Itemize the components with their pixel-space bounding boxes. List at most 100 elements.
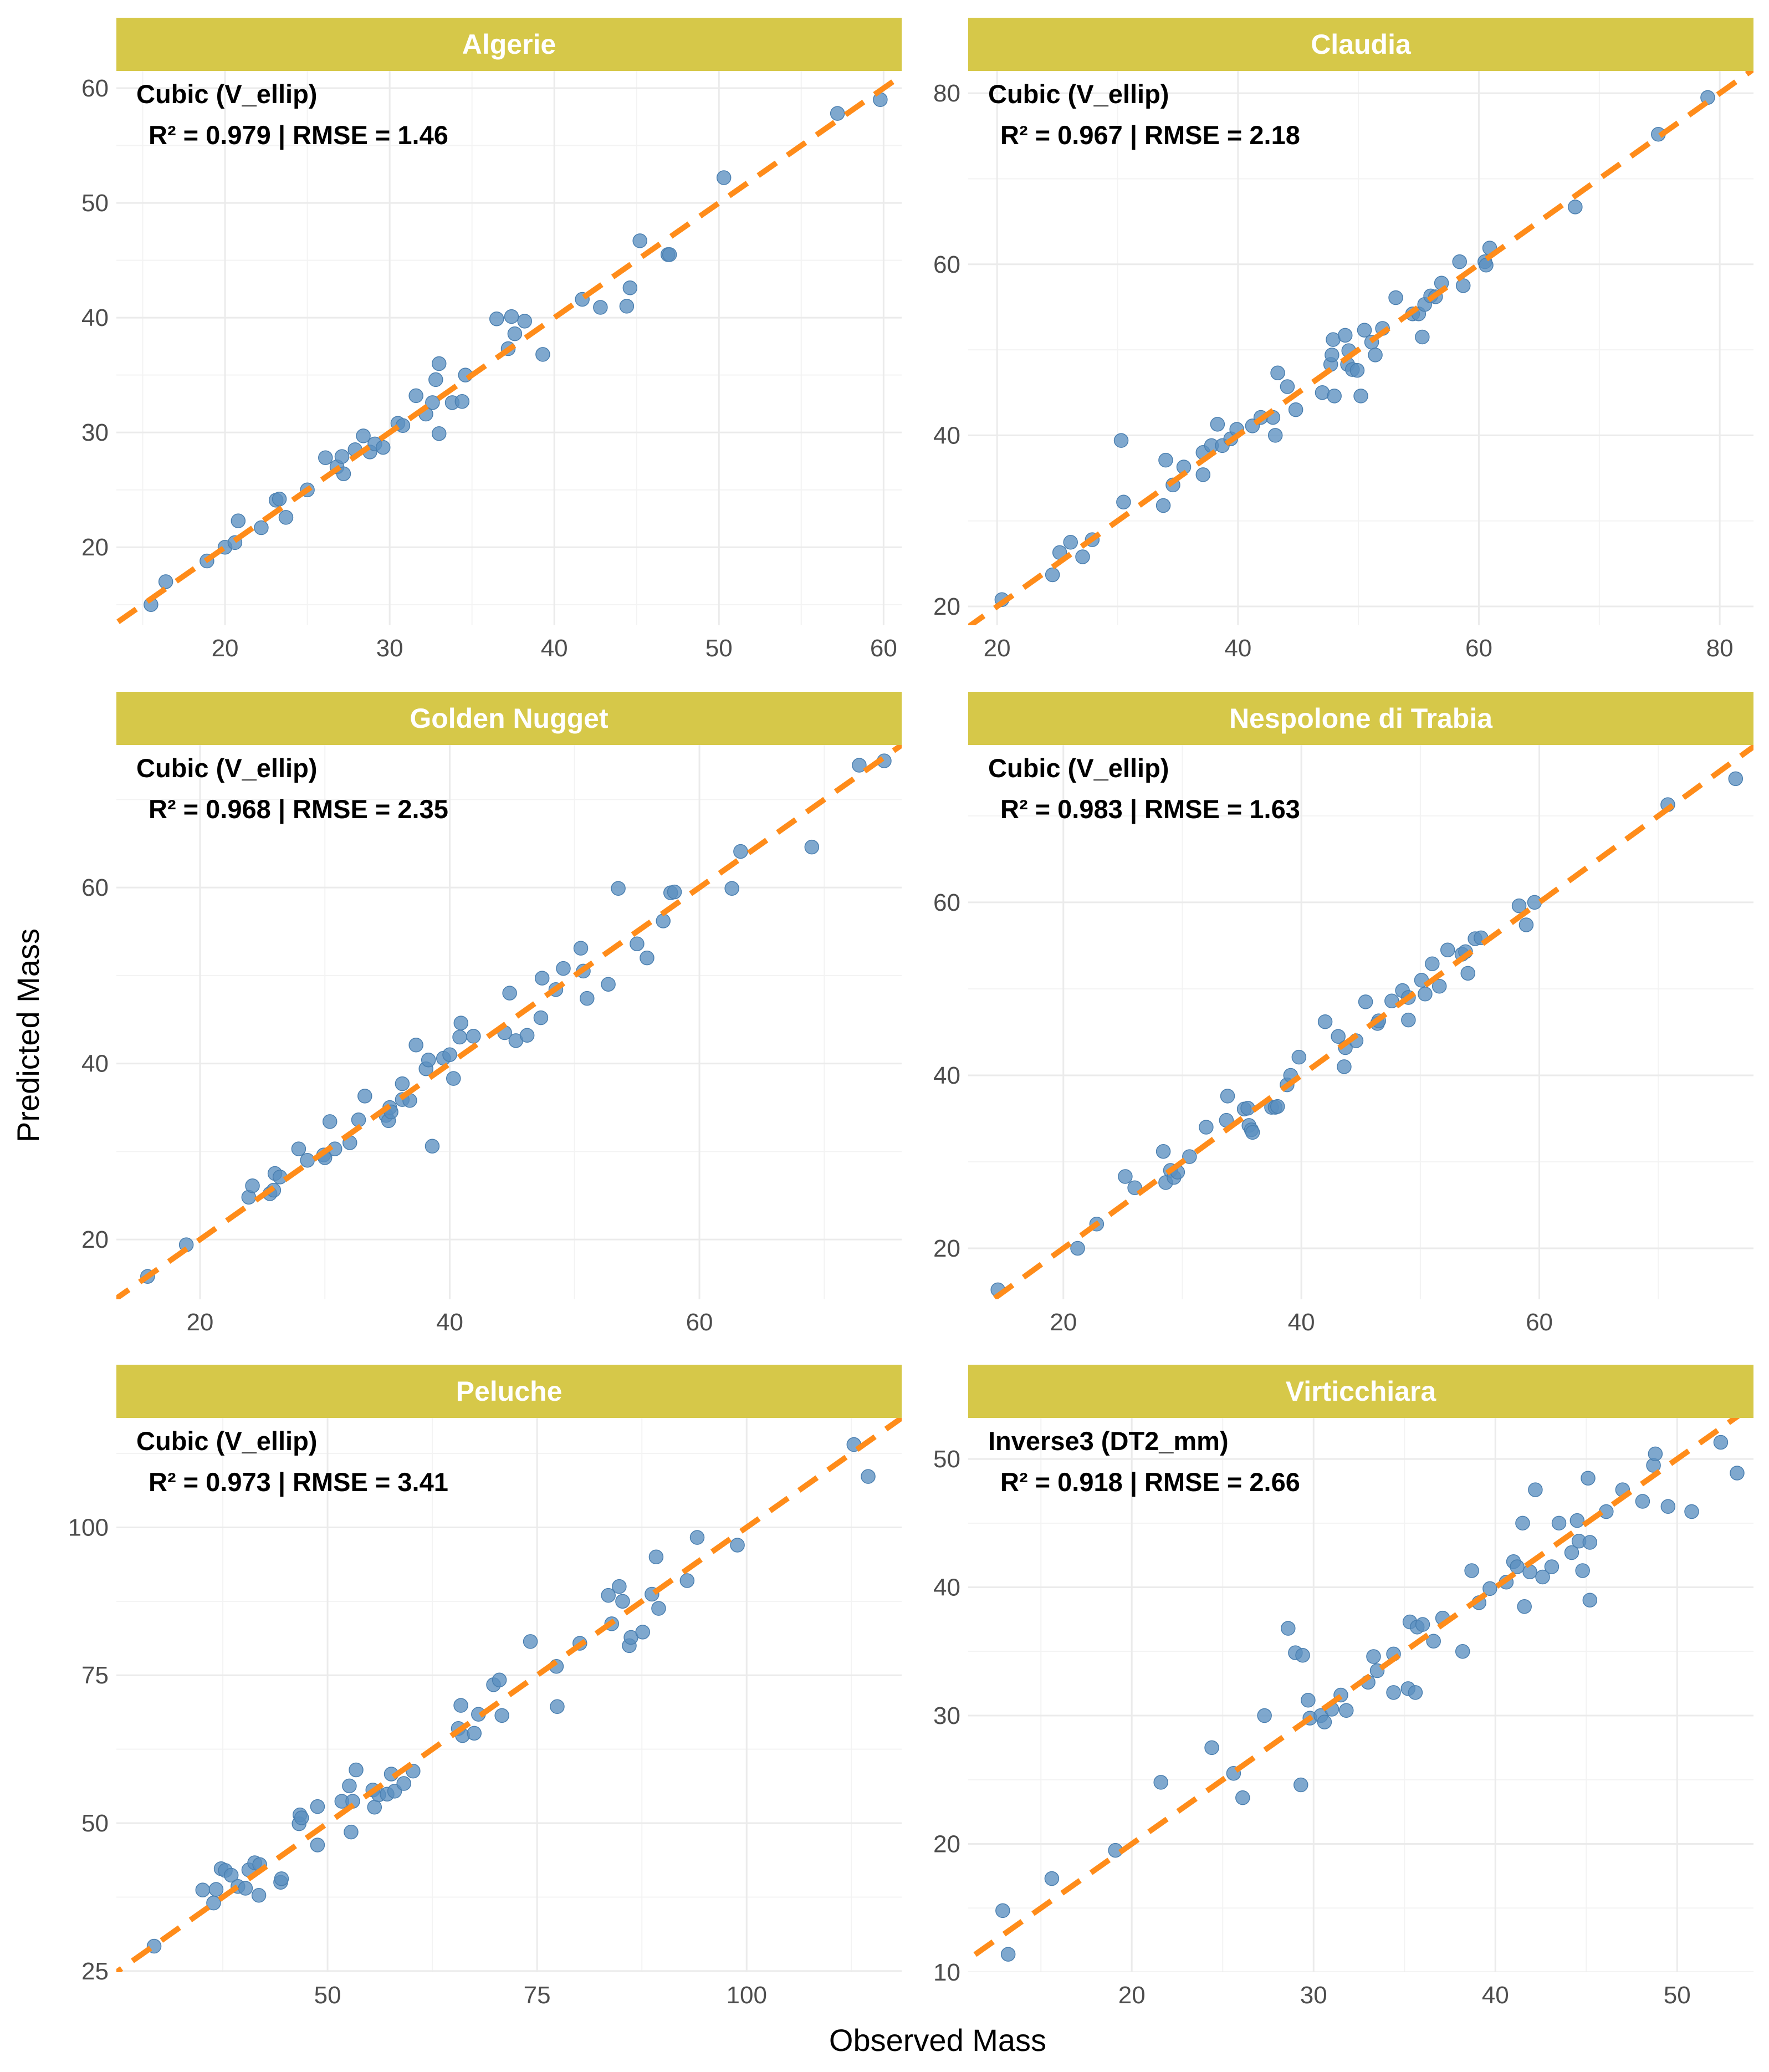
data-point <box>408 388 423 404</box>
data-point <box>1245 1125 1260 1140</box>
data-point <box>1044 1871 1060 1886</box>
y-tick-label: 40 <box>933 422 960 449</box>
data-point <box>1460 966 1475 981</box>
data-point <box>1153 1775 1168 1790</box>
data-point <box>431 426 447 441</box>
data-point <box>375 440 391 455</box>
x-tick-label: 20 <box>212 635 239 662</box>
x-tick-label: 40 <box>1482 1982 1509 2009</box>
data-point <box>454 394 470 409</box>
data-point <box>1045 567 1060 583</box>
stats-annotation: R² = 0.918 | RMSE = 2.66 <box>1000 1467 1300 1497</box>
data-point <box>1270 365 1285 381</box>
data-point <box>1551 1515 1567 1531</box>
data-point <box>1564 1545 1579 1560</box>
grid-lines <box>116 1418 902 1972</box>
data-point <box>679 1573 695 1588</box>
data-point <box>425 395 440 410</box>
data-point <box>357 1089 372 1104</box>
fit-line-group <box>988 745 1753 1299</box>
y-tick-label: 30 <box>81 419 109 446</box>
data-point <box>1455 278 1471 293</box>
data-point <box>158 574 173 589</box>
data-point <box>1440 942 1455 957</box>
data-point <box>231 513 246 528</box>
y-tick-label: 50 <box>81 1810 109 1837</box>
data-point <box>467 1726 482 1741</box>
y-tick-label: 10 <box>933 1959 960 1986</box>
x-tick-label: 75 <box>524 1982 551 2009</box>
data-points <box>140 753 892 1284</box>
data-point <box>1195 467 1211 482</box>
data-point <box>489 311 504 326</box>
data-point <box>1317 1014 1333 1029</box>
data-point <box>1599 1504 1614 1519</box>
data-point <box>852 758 867 773</box>
model-annotation: Cubic (V_ellip) <box>136 79 317 109</box>
data-point <box>580 991 595 1006</box>
data-point <box>1280 379 1295 394</box>
data-point <box>519 1028 535 1043</box>
data-point <box>1366 1649 1381 1664</box>
y-tick-label: 80 <box>933 80 960 107</box>
y-tick-label: 60 <box>933 889 960 916</box>
facet-strip <box>116 692 902 745</box>
data-point <box>724 881 739 896</box>
data-point <box>1582 1593 1598 1607</box>
facet-strip <box>968 1365 1753 1418</box>
stats-annotation: R² = 0.983 | RMSE = 1.63 <box>1000 794 1300 824</box>
x-tick-label: 60 <box>686 1309 713 1336</box>
data-point <box>1070 1241 1085 1256</box>
data-point <box>446 1071 461 1086</box>
facet-title: Nespolone di Trabia <box>1229 703 1493 734</box>
y-axis-title: Predicted Mass <box>11 928 45 1142</box>
data-point <box>195 1882 211 1897</box>
y-tick-label: 20 <box>933 593 960 620</box>
facet-title: Algerie <box>462 29 556 60</box>
data-point <box>601 1588 616 1603</box>
data-point <box>431 356 447 371</box>
data-point <box>223 1867 239 1883</box>
data-point <box>1582 1535 1598 1550</box>
data-point <box>1353 389 1368 404</box>
data-point <box>861 1469 876 1484</box>
data-points <box>144 92 888 612</box>
x-tick-label: 50 <box>705 635 733 662</box>
data-point <box>1527 895 1542 910</box>
data-point <box>1339 1703 1354 1718</box>
data-point <box>300 1152 315 1168</box>
data-point <box>466 1029 481 1044</box>
data-point <box>1000 1947 1016 1962</box>
data-point <box>1235 1790 1250 1805</box>
data-point <box>830 106 845 121</box>
data-point <box>1182 1149 1197 1164</box>
facet-panel-6: Virticchiara 20 30 40 50 10 20 30 40 50 Inverse3 (… <box>933 1365 1753 2009</box>
data-point <box>1511 898 1527 913</box>
data-point <box>342 1778 357 1794</box>
data-point <box>689 1530 705 1545</box>
data-point <box>1713 1435 1729 1450</box>
data-point <box>995 1903 1010 1918</box>
y-tick-label: 40 <box>933 1574 960 1601</box>
x-tick-label: 40 <box>436 1309 463 1336</box>
y-tick-label: 60 <box>81 874 109 901</box>
data-point <box>1118 1169 1133 1184</box>
facet-panels: Algerie 20 30 40 50 60 20 30 40 50 60 Cubic (V_elli… <box>68 18 1753 2009</box>
facet-strip <box>968 692 1753 745</box>
data-point <box>533 1010 549 1025</box>
y-tick-label: 40 <box>933 1062 960 1089</box>
model-annotation: Inverse3 (DT2_mm) <box>988 1426 1229 1456</box>
y-tick-label: 50 <box>81 190 109 217</box>
data-point <box>1210 417 1225 432</box>
data-point <box>1517 1599 1532 1614</box>
data-point <box>622 280 638 295</box>
x-axis-title: Observed Mass <box>829 2023 1046 2058</box>
model-annotation: Cubic (V_ellip) <box>988 79 1169 109</box>
data-point <box>291 1141 306 1156</box>
facet-panel-5: Peluche 50 75 100 25 50 75 100 Cubic (V_ellip) R²… <box>68 1365 902 2009</box>
grid-lines <box>116 745 902 1299</box>
data-point <box>1327 389 1342 404</box>
y-tick-label: 50 <box>933 1446 960 1473</box>
data-point <box>395 418 411 433</box>
